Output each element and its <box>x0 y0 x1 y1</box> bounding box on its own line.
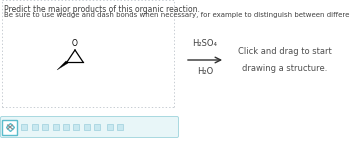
Text: Click and drag to start: Click and drag to start <box>238 47 332 56</box>
Text: Be sure to use wedge and dash bonds when necessary, for example to distinguish b: Be sure to use wedge and dash bonds when… <box>4 12 350 18</box>
Text: Predict the major products of this organic reaction.: Predict the major products of this organ… <box>4 5 200 14</box>
Text: H₂O: H₂O <box>197 67 213 76</box>
Text: drawing a structure.: drawing a structure. <box>242 64 328 73</box>
Polygon shape <box>57 61 68 70</box>
FancyBboxPatch shape <box>0 117 178 138</box>
FancyBboxPatch shape <box>2 120 18 135</box>
Text: H₂SO₄: H₂SO₄ <box>193 39 217 48</box>
Text: ✎: ✎ <box>6 124 14 133</box>
Text: O: O <box>72 39 78 48</box>
